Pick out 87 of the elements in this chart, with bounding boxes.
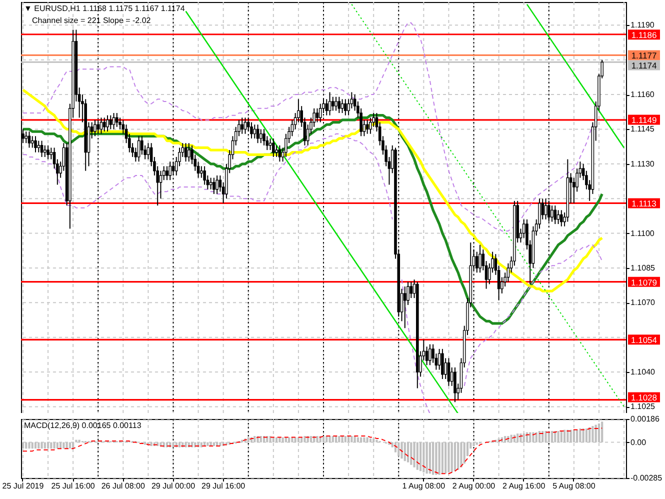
candlestick: [262, 128, 266, 146]
candlestick: [278, 144, 282, 162]
y-tick-label: 1.1100: [630, 228, 655, 238]
candlestick: [212, 177, 216, 194]
candlestick: [572, 177, 576, 204]
candlestick: [159, 170, 162, 200]
y-tick-label: 1.1040: [630, 368, 656, 377]
candlestick: [116, 112, 118, 128]
candlestick: [50, 147, 53, 160]
candlestick: [328, 92, 332, 116]
candlestick: [344, 98, 347, 116]
x-tick-label: 29 Jul 00:00: [151, 482, 196, 490]
y-tick-label: 1.1070: [630, 298, 656, 308]
text: Channel size = 221 Slope = -2.02: [32, 16, 152, 25]
y-tick-label: 1.1025: [630, 402, 656, 412]
ref-line-label: 1.1079: [631, 277, 658, 288]
candlestick: [118, 117, 122, 130]
candlestick: [94, 119, 96, 137]
candlestick: [441, 348, 444, 380]
x-tick-label: 5 Aug 08:00: [552, 482, 596, 490]
candlestick: [44, 144, 46, 158]
candlestick: [331, 96, 334, 112]
candlestick: [240, 117, 244, 134]
chart-title: ▼ EURUSD,H1 1.1168 1.1175 1.1167 1.1174: [24, 4, 186, 13]
ref-line-label: 1.1054: [631, 335, 658, 346]
y-tick-label: 1.1160: [630, 90, 655, 100]
candlestick: [325, 98, 328, 116]
candlestick: [30, 136, 34, 148]
candlestick: [544, 198, 548, 220]
candlestick: [187, 142, 190, 162]
x-tick-label: 2 Aug 16:00: [502, 482, 546, 490]
y-tick-label: 1.1145: [630, 124, 655, 134]
candlestick: [24, 131, 28, 144]
x-tick-label: 25 Jul 2019: [2, 482, 44, 490]
candlestick: [184, 142, 188, 162]
candlestick: [334, 96, 338, 112]
y-tick-label: 0.00: [630, 438, 647, 447]
candlestick: [168, 161, 172, 181]
y-tick-label: 1.1085: [630, 263, 656, 272]
candlestick: [369, 117, 372, 134]
y-tick-label: -0.00285: [630, 474, 663, 482]
ref-line-label: 1.1174: [631, 60, 657, 71]
ref-line-label: 1.1186: [631, 30, 657, 40]
candlestick: [316, 108, 319, 123]
candlestick: [366, 119, 369, 134]
line-series: [185, 10, 459, 414]
candlestick: [272, 138, 275, 158]
candlestick: [166, 166, 168, 181]
candlestick: [200, 166, 203, 178]
candlestick: [137, 136, 140, 162]
candlestick: [275, 144, 278, 158]
line-series: [22, 88, 604, 292]
candlestick: [140, 136, 144, 156]
x-tick-label: 2 Aug 00:00: [452, 482, 496, 490]
x-tick-label: 25 Jul 16:00: [51, 482, 96, 490]
candlestick: [268, 138, 272, 151]
candlestick: [106, 114, 109, 132]
candlestick: [438, 348, 441, 370]
candlestick: [454, 366, 456, 403]
candlestick: [253, 124, 256, 139]
candlestick: [209, 177, 212, 190]
candlestick: [554, 205, 557, 225]
candlestick: [109, 114, 112, 130]
ref-line-label: 1.1028: [631, 392, 658, 403]
candlestick: [37, 140, 40, 153]
candlestick: [256, 124, 260, 144]
candlestick: [102, 117, 106, 132]
y-tick-label: 1.1190: [630, 20, 655, 30]
candlestick: [46, 144, 50, 160]
x-tick-label: 29 Jul 16:00: [202, 482, 246, 490]
candlestick: [560, 210, 563, 227]
candlestick: [259, 128, 262, 144]
ref-line-label: 1.1113: [632, 198, 657, 209]
chart-title: MACD(12,26,9) 0.00165 0.00113: [24, 421, 142, 430]
ref-line-label: 1.1177: [631, 50, 657, 61]
y-tick-label: 1.1130: [630, 159, 655, 168]
candlestick: [216, 174, 218, 194]
x-tick-label: 26 Jul 08:00: [101, 482, 146, 490]
candlestick: [203, 166, 206, 186]
candlestick: [34, 136, 37, 153]
x-tick-label: 1 Aug 08:00: [402, 482, 446, 490]
line-series: [526, 4, 625, 148]
y-tick-label: 0.00186: [630, 414, 660, 424]
candlestick: [550, 205, 554, 222]
ref-line-label: 1.1149: [631, 115, 657, 126]
candlestick: [250, 122, 253, 139]
candlestick: [556, 210, 560, 225]
